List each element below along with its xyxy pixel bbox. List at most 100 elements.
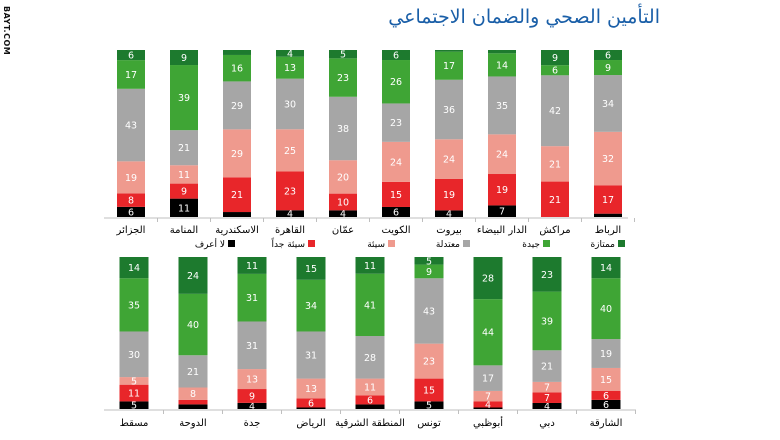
bar-segment bbox=[119, 401, 149, 409]
data-label: 16 bbox=[231, 64, 243, 75]
data-label: 40 bbox=[600, 304, 612, 315]
bar-segment bbox=[594, 75, 622, 132]
bar-segment bbox=[532, 392, 562, 403]
data-label: 21 bbox=[549, 195, 561, 206]
data-label: 6 bbox=[552, 66, 558, 77]
data-label: 4 bbox=[544, 401, 550, 412]
data-label: 34 bbox=[305, 301, 317, 312]
bar-segment bbox=[223, 54, 251, 82]
x-tick-label: الشارقة bbox=[590, 418, 623, 429]
bar-segment bbox=[435, 51, 463, 80]
data-label: 4 bbox=[446, 209, 452, 220]
data-label: 42 bbox=[549, 106, 561, 117]
bar-segment bbox=[223, 50, 251, 55]
data-label: 8 bbox=[128, 196, 134, 207]
bar-segment bbox=[276, 210, 304, 217]
x-tick-label: مسقط bbox=[120, 418, 149, 429]
x-tick-label: تونس bbox=[417, 418, 441, 429]
bar-segment bbox=[414, 257, 444, 265]
bar-segment bbox=[382, 50, 410, 61]
bar-segment bbox=[591, 367, 621, 391]
bar-segment bbox=[594, 50, 622, 61]
bar-segment bbox=[435, 139, 463, 179]
legend-label: معتدلة bbox=[436, 240, 460, 250]
bar-segment bbox=[541, 75, 569, 147]
bar-segment bbox=[223, 177, 251, 213]
data-label: 6 bbox=[308, 398, 314, 409]
data-label: 35 bbox=[496, 101, 508, 112]
x-tick-label: مراكش bbox=[539, 225, 570, 236]
bar-segment bbox=[532, 402, 562, 409]
x-tick-label: القاهرة bbox=[275, 225, 305, 236]
bar-segment bbox=[119, 331, 149, 378]
x-tick-label: المنامة bbox=[170, 225, 198, 236]
bar-segment bbox=[178, 355, 208, 388]
bar-segment bbox=[541, 146, 569, 182]
data-label: 11 bbox=[246, 261, 258, 272]
bar-segment bbox=[170, 130, 198, 166]
data-label: 7 bbox=[544, 383, 550, 394]
data-label: 43 bbox=[423, 306, 435, 317]
data-label: 6 bbox=[603, 400, 609, 411]
bar-segment bbox=[329, 160, 357, 194]
bar-segment bbox=[355, 273, 385, 337]
data-label: 17 bbox=[602, 195, 614, 206]
data-label: 11 bbox=[128, 389, 140, 400]
data-label: 28 bbox=[482, 274, 494, 285]
bar-segment bbox=[117, 161, 145, 194]
data-label: 23 bbox=[423, 357, 435, 368]
legend-swatch bbox=[388, 240, 395, 247]
data-label: 15 bbox=[423, 386, 435, 397]
bar-segment bbox=[488, 50, 516, 54]
x-tick-label: الدوحة bbox=[179, 418, 206, 429]
data-label: 9 bbox=[249, 391, 255, 402]
data-label: 24 bbox=[443, 155, 455, 166]
bar-segment bbox=[435, 50, 463, 52]
bar-segment bbox=[296, 257, 326, 280]
bar-segment bbox=[119, 377, 149, 385]
chart-title: التأمين الصحي والضمان الاجتماعي bbox=[388, 6, 660, 28]
bar-segment bbox=[414, 401, 444, 409]
data-label: 6 bbox=[128, 207, 134, 218]
data-label: 41 bbox=[364, 300, 376, 311]
data-label: 10 bbox=[337, 197, 349, 208]
data-label: 39 bbox=[541, 316, 553, 327]
legend-label: لا أعرف bbox=[195, 238, 225, 250]
bar-segment bbox=[473, 365, 503, 391]
bar-segment bbox=[541, 65, 569, 76]
data-label: 14 bbox=[128, 263, 140, 274]
bar-segment bbox=[594, 131, 622, 186]
bar-segment bbox=[276, 50, 304, 57]
x-tick-label: عمّان bbox=[332, 225, 354, 236]
bar-segment bbox=[276, 171, 304, 211]
legend-label: ممتازة bbox=[590, 240, 615, 250]
data-label: 7 bbox=[485, 392, 491, 403]
x-tick-label: الدار البيضاء bbox=[477, 225, 527, 236]
data-label: 5 bbox=[131, 401, 137, 412]
data-label: 4 bbox=[485, 400, 491, 411]
x-tick-label: بيروت bbox=[436, 225, 462, 236]
bar-segment bbox=[541, 181, 569, 217]
bar-segment bbox=[223, 81, 251, 130]
data-label: 32 bbox=[602, 154, 614, 165]
bar-segment bbox=[473, 257, 503, 300]
data-label: 14 bbox=[600, 263, 612, 274]
data-label: 30 bbox=[284, 99, 296, 110]
x-tick-label: الكويت bbox=[381, 225, 410, 236]
bar-segment bbox=[117, 60, 145, 89]
bar-segment bbox=[296, 407, 326, 409]
bar-segment bbox=[296, 279, 326, 332]
data-label: 11 bbox=[364, 261, 376, 272]
data-label: 11 bbox=[364, 382, 376, 393]
data-label: 44 bbox=[482, 328, 494, 339]
bar-segment bbox=[435, 210, 463, 217]
bar-segment bbox=[473, 401, 503, 408]
bar-segment bbox=[329, 193, 357, 211]
bar-segment bbox=[355, 404, 385, 409]
bar-segment bbox=[117, 88, 145, 162]
data-label: 36 bbox=[443, 105, 455, 116]
bar-segment bbox=[170, 198, 198, 217]
data-label: 21 bbox=[178, 143, 190, 154]
bar-segment bbox=[178, 257, 208, 294]
bar-segment bbox=[170, 65, 198, 131]
